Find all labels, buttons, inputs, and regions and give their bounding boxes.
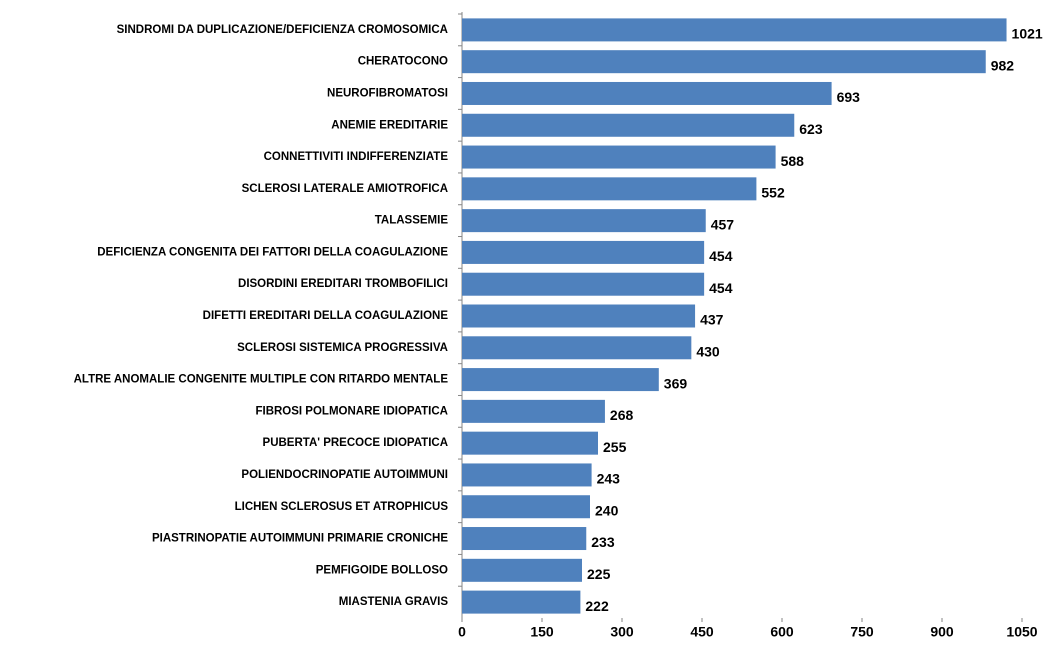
value-label: 240 bbox=[595, 502, 619, 518]
bar bbox=[462, 590, 581, 614]
x-tick-label: 750 bbox=[850, 624, 874, 640]
bar bbox=[462, 558, 582, 582]
bar bbox=[462, 240, 705, 264]
value-label: 430 bbox=[696, 343, 720, 359]
y-tick-label: CHERATOCONO bbox=[358, 56, 448, 68]
bar bbox=[462, 368, 659, 392]
bar bbox=[462, 463, 592, 487]
y-tick-label: TALASSEMIE bbox=[375, 215, 449, 227]
bar bbox=[462, 399, 605, 423]
x-tick-label: 150 bbox=[530, 624, 554, 640]
value-label: 693 bbox=[837, 89, 861, 105]
y-tick-label: PIASTRINOPATIE AUTOIMMUNI PRIMARIE CRONI… bbox=[152, 533, 448, 545]
bar bbox=[462, 336, 692, 360]
value-label: 623 bbox=[799, 121, 823, 137]
y-tick-label: DISORDINI EREDITARI TROMBOFILICI bbox=[238, 278, 448, 290]
value-label: 1021 bbox=[1012, 26, 1043, 42]
y-tick-label: NEUROFIBROMATOSI bbox=[327, 88, 448, 100]
x-tick-label: 600 bbox=[770, 624, 794, 640]
bar bbox=[462, 50, 986, 74]
value-label: 225 bbox=[587, 566, 611, 582]
y-tick-label: FIBROSI POLMONARE IDIOPATICA bbox=[255, 405, 448, 417]
value-label: 454 bbox=[709, 280, 733, 296]
value-label: 454 bbox=[709, 248, 733, 264]
x-tick-label: 450 bbox=[690, 624, 714, 640]
x-tick-label: 900 bbox=[930, 624, 954, 640]
bar bbox=[462, 209, 706, 233]
bar bbox=[462, 495, 590, 519]
bar bbox=[462, 527, 587, 551]
y-tick-label: SINDROMI DA DUPLICAZIONE/DEFICIENZA CROM… bbox=[117, 24, 448, 36]
value-label: 243 bbox=[597, 471, 621, 487]
value-label: 588 bbox=[781, 153, 805, 169]
bar bbox=[462, 18, 1007, 42]
value-label: 222 bbox=[585, 598, 609, 614]
value-label: 457 bbox=[711, 216, 735, 232]
bar bbox=[462, 272, 705, 296]
y-tick-label: ALTRE ANOMALIE CONGENITE MULTIPLE CON RI… bbox=[74, 374, 449, 386]
x-tick-label: 300 bbox=[610, 624, 634, 640]
y-tick-label: DIFETTI EREDITARI DELLA COAGULAZIONE bbox=[203, 310, 449, 322]
bar bbox=[462, 81, 832, 105]
y-tick-label: PEMFIGOIDE BOLLOSO bbox=[316, 564, 448, 576]
y-tick-label: SCLEROSI SISTEMICA PROGRESSIVA bbox=[237, 342, 448, 354]
x-tick-label: 0 bbox=[458, 624, 466, 640]
bar bbox=[462, 431, 598, 455]
value-label: 552 bbox=[761, 185, 785, 201]
y-tick-label: MIASTENIA GRAVIS bbox=[339, 596, 449, 608]
x-tick-label: 1050 bbox=[1006, 624, 1037, 640]
bar bbox=[462, 177, 757, 201]
bar bbox=[462, 304, 696, 328]
y-tick-label: ANEMIE EREDITARIE bbox=[331, 119, 448, 131]
value-label: 268 bbox=[610, 407, 634, 423]
y-tick-label: CONNETTIVITI INDIFFERENZIATE bbox=[264, 151, 449, 163]
y-tick-label: POLIENDOCRINOPATIE AUTOIMMUNI bbox=[241, 469, 448, 481]
bar bbox=[462, 113, 795, 137]
value-label: 437 bbox=[700, 312, 724, 328]
bar bbox=[462, 145, 776, 169]
value-label: 982 bbox=[991, 57, 1015, 73]
y-tick-label: LICHEN SCLEROSUS ET ATROPHICUS bbox=[235, 501, 449, 513]
y-tick-label: SCLEROSI LATERALE AMIOTROFICA bbox=[242, 183, 448, 195]
value-label: 369 bbox=[664, 375, 688, 391]
value-label: 255 bbox=[603, 439, 627, 455]
y-tick-label: PUBERTA' PRECOCE IDIOPATICA bbox=[263, 437, 448, 449]
value-label: 233 bbox=[591, 534, 615, 550]
y-tick-label: DEFICIENZA CONGENITA DEI FATTORI DELLA C… bbox=[97, 246, 448, 258]
